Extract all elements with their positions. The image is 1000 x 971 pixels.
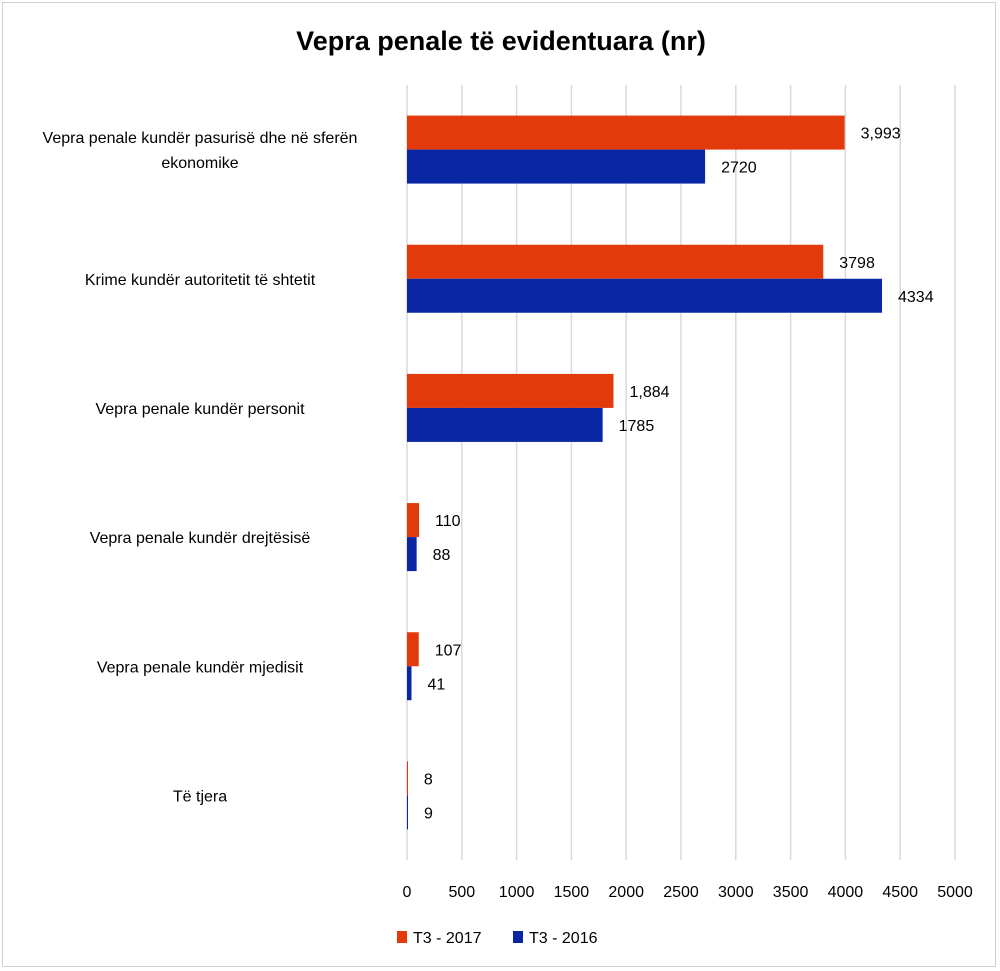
category-label: Vepra penale kundër pasurisë dhe në sfer… (43, 130, 358, 147)
data-label: 2720 (721, 160, 757, 177)
bars (407, 115, 883, 830)
data-label: 1785 (619, 418, 655, 435)
legend-swatch (513, 931, 523, 943)
data-label: 110 (435, 513, 461, 530)
x-tick-label: 4500 (882, 884, 918, 901)
bar (407, 407, 603, 442)
data-label: 8 (424, 771, 433, 788)
x-tick-label: 5000 (937, 884, 973, 901)
x-tick-label: 3000 (718, 884, 754, 901)
bar (407, 632, 419, 667)
legend-label: T3 - 2017 (413, 930, 482, 947)
bar (407, 278, 883, 313)
data-label: 1,884 (629, 384, 669, 401)
bar (407, 373, 614, 408)
bar (407, 761, 408, 796)
gridlines (406, 85, 956, 860)
legend: T3 - 2017 T3 - 2016 (397, 930, 598, 947)
category-label: ekonomike (161, 155, 238, 172)
bar (407, 537, 417, 572)
x-axis-ticks: 0 500 1000 1500 2000 2500 3000 3500 4000 4500 5000 (403, 884, 973, 901)
x-tick-label: 2500 (663, 884, 699, 901)
category-label: Vepra penale kundër drejtësisë (90, 530, 311, 547)
category-label: Krime kundër autoritetit të shtetit (85, 272, 316, 289)
x-tick-label: 0 (403, 884, 412, 901)
bar (407, 149, 706, 184)
category-labels: Vepra penale kundër pasurisë dhe në sfer… (43, 130, 358, 805)
bar (407, 115, 845, 150)
data-labels: 3,993 2720 3798 4334 1,884 1785 110 88 107 41 8 9 (424, 126, 934, 823)
bar (407, 244, 824, 279)
x-tick-label: 4000 (828, 884, 864, 901)
bar (407, 795, 408, 830)
x-tick-label: 3500 (773, 884, 809, 901)
bar (407, 503, 420, 538)
x-tick-label: 2000 (608, 884, 644, 901)
legend-swatch (397, 931, 407, 943)
category-label: Të tjera (173, 788, 227, 805)
data-label: 107 (435, 642, 462, 659)
data-label: 9 (424, 805, 433, 822)
data-label: 41 (427, 676, 445, 693)
category-label: Vepra penale kundër mjedisit (97, 659, 304, 676)
chart-title: Vepra penale të evidentuara (nr) (296, 26, 706, 56)
data-label: 3,993 (861, 126, 901, 143)
x-tick-label: 500 (448, 884, 475, 901)
data-label: 4334 (898, 289, 934, 306)
data-label: 3798 (839, 255, 875, 272)
data-label: 88 (433, 547, 451, 564)
bar (407, 666, 412, 701)
legend-label: T3 - 2016 (529, 930, 598, 947)
x-tick-label: 1500 (554, 884, 590, 901)
category-label: Vepra penale kundër personit (95, 401, 305, 418)
x-tick-label: 1000 (499, 884, 535, 901)
